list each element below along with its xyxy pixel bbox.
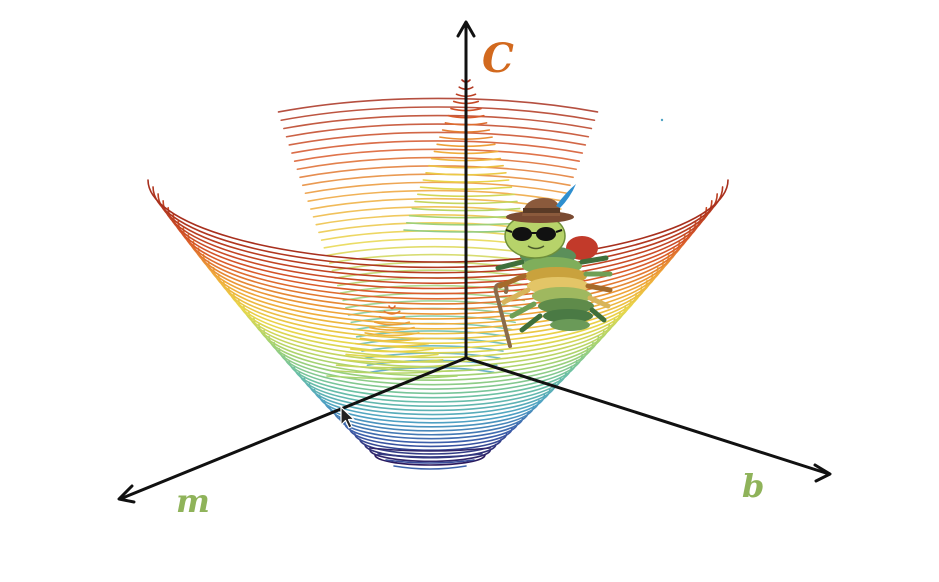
surface-contours-front bbox=[147, 179, 729, 470]
contour-front-19 bbox=[278, 347, 589, 390]
contour-back-44 bbox=[280, 106, 596, 122]
contour-front-33 bbox=[207, 260, 664, 325]
contour-front-39 bbox=[177, 220, 697, 295]
contour-front-20 bbox=[273, 341, 594, 386]
contour-back-14 bbox=[361, 344, 504, 352]
contour-back-39 bbox=[293, 148, 580, 162]
millipede-body bbox=[520, 246, 594, 331]
bottom-arc-2 bbox=[385, 459, 475, 464]
contour-front-21 bbox=[268, 335, 600, 381]
contour-front-30 bbox=[222, 279, 648, 340]
contour-front-14 bbox=[303, 377, 562, 412]
contour-front-32 bbox=[212, 266, 659, 330]
contour-back-37 bbox=[299, 165, 574, 179]
millipede-legs bbox=[495, 255, 613, 333]
contour-front-18 bbox=[283, 353, 583, 395]
inner-peak-contour-1 bbox=[383, 310, 401, 315]
inner-peak-contour-5 bbox=[364, 332, 420, 337]
c-axis-label: C bbox=[482, 35, 514, 82]
axes bbox=[117, 20, 832, 504]
b-axis-arrowhead bbox=[813, 463, 832, 483]
inner-peak-contour-13 bbox=[326, 375, 458, 380]
contour-front-5 bbox=[348, 427, 513, 448]
c-axis-arrowhead bbox=[456, 20, 476, 38]
contour-front-28 bbox=[232, 292, 637, 349]
inner-peak-contour-4 bbox=[369, 326, 415, 331]
feather-icon bbox=[556, 184, 576, 208]
contour-front-37 bbox=[187, 233, 686, 305]
contour-front-4 bbox=[354, 432, 508, 451]
inner-peak-contour-8 bbox=[350, 348, 434, 353]
b-axis-label: b bbox=[742, 467, 764, 505]
contour-front-1 bbox=[369, 448, 492, 463]
m-axis-arrowhead bbox=[117, 484, 136, 504]
contour-front-35 bbox=[197, 247, 675, 315]
contour-front-41 bbox=[167, 206, 708, 285]
contour-front-12 bbox=[313, 388, 551, 420]
contour-front-38 bbox=[182, 227, 691, 300]
millipede-mascot-icon bbox=[493, 184, 613, 348]
m-axis-label: m bbox=[176, 482, 210, 520]
inner-peak-contour-12 bbox=[330, 369, 454, 374]
contour-back-36 bbox=[301, 173, 571, 187]
contour-back-43 bbox=[283, 114, 593, 130]
contour-front-0 bbox=[374, 454, 486, 466]
contour-front-34 bbox=[202, 253, 670, 320]
contour-back-18 bbox=[350, 315, 516, 324]
hat-icon bbox=[506, 184, 576, 223]
contour-front-40 bbox=[172, 213, 702, 290]
bottom-arc-0 bbox=[369, 447, 491, 452]
contour-back-35 bbox=[304, 181, 568, 195]
contour-back-45 bbox=[277, 97, 599, 113]
inner-peak-contour-0 bbox=[388, 305, 396, 310]
inner-peak-contour-10 bbox=[340, 359, 444, 364]
bottom-arc-1 bbox=[377, 453, 483, 458]
contour-front-31 bbox=[217, 273, 654, 335]
contour-back-38 bbox=[296, 156, 577, 171]
bottom-arc-3 bbox=[393, 465, 467, 470]
contour-front-42 bbox=[162, 200, 713, 279]
contour-front-27 bbox=[238, 298, 632, 354]
b-axis-line bbox=[464, 356, 831, 476]
contour-back-40 bbox=[291, 140, 584, 154]
contour-back-42 bbox=[285, 123, 590, 138]
speck bbox=[660, 118, 664, 122]
contour-front-25 bbox=[248, 311, 621, 363]
contour-front-15 bbox=[298, 371, 567, 408]
contour-front-44 bbox=[152, 186, 724, 269]
contour-back-24 bbox=[334, 269, 535, 279]
inner-peak-contours bbox=[326, 305, 458, 380]
contour-front-36 bbox=[192, 240, 681, 310]
inner-peak-contour-2 bbox=[378, 315, 406, 321]
inner-peak-contour-9 bbox=[345, 353, 439, 358]
contour-front-3 bbox=[359, 438, 502, 455]
contour-front-43 bbox=[157, 193, 718, 274]
contour-front-10 bbox=[323, 400, 540, 428]
inner-peak-contour-7 bbox=[354, 342, 430, 347]
contour-front-16 bbox=[293, 365, 573, 403]
m-axis-line bbox=[118, 356, 468, 501]
contour-front-22 bbox=[263, 329, 605, 377]
contour-front-11 bbox=[318, 394, 546, 424]
smile-icon bbox=[527, 245, 545, 250]
contour-front-6 bbox=[343, 422, 519, 444]
contour-front-29 bbox=[227, 286, 643, 345]
inner-peak-contour-3 bbox=[373, 321, 411, 326]
contour-front-13 bbox=[308, 382, 556, 416]
contour-front-8 bbox=[333, 411, 529, 436]
inner-peak-contour-6 bbox=[359, 337, 425, 342]
contour-back-34 bbox=[307, 189, 565, 202]
inner-peak-contour-11 bbox=[335, 364, 449, 369]
mouse-pointer-icon bbox=[340, 406, 355, 429]
contour-front-17 bbox=[288, 359, 578, 399]
contour-back-41 bbox=[288, 131, 587, 146]
sunglasses-icon bbox=[505, 227, 563, 241]
contour-front-26 bbox=[243, 305, 627, 359]
contour-front-45 bbox=[147, 179, 729, 263]
